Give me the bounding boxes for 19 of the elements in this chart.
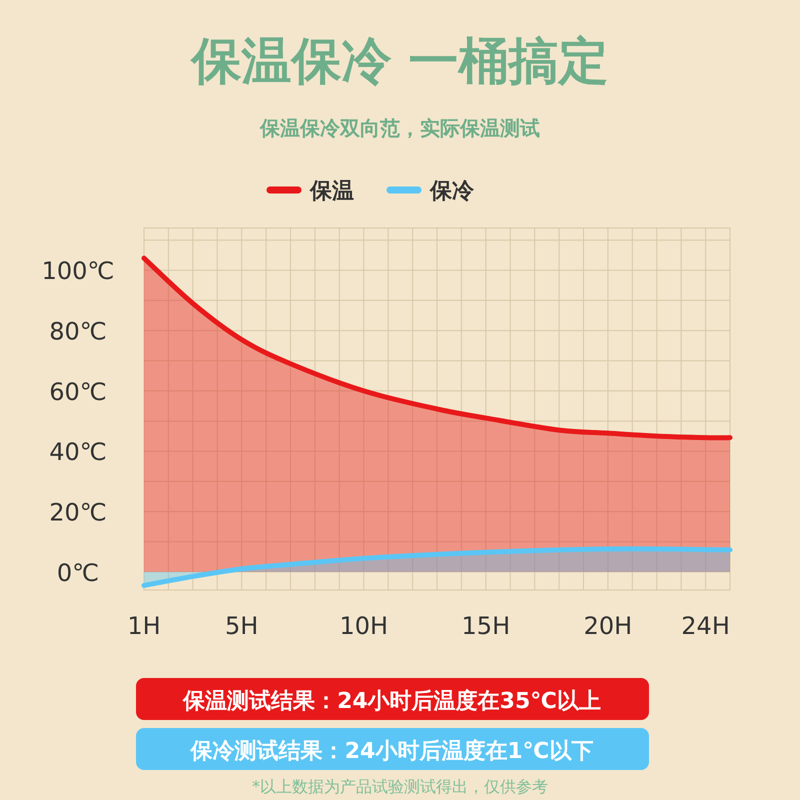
chart-subtitle: 保温保冷双向范，实际保温测试 [259,116,540,140]
x-tick-label: 24H [681,612,730,640]
y-tick-label: 100℃ [42,257,114,286]
legend-label: 保温 [309,179,354,204]
x-tick-label: 15H [462,612,510,640]
y-tick-label: 0℃ [56,558,100,587]
x-tick-label: 20H [584,612,632,640]
text: *以上数据为产品试验测试得出，仅供参考 [252,777,548,796]
x-tick-label: 1H [127,612,161,640]
text: 保温测试结果：24小时后温度在35℃以上 [182,688,601,714]
y-tick-label: 80℃ [49,318,107,346]
chart-title: 保温保冷 一桶搞定 [189,32,609,90]
x-tick-label: 5H [225,612,258,640]
legend-label: 保冷 [429,179,475,204]
y-tick-label: 20℃ [49,498,107,527]
text: 保冷测试结果：24小时后温度在1℃以下 [190,738,594,764]
y-tick-label: 40℃ [49,438,107,466]
y-tick-label: 60℃ [49,378,107,406]
x-tick-label: 10H [339,612,388,640]
